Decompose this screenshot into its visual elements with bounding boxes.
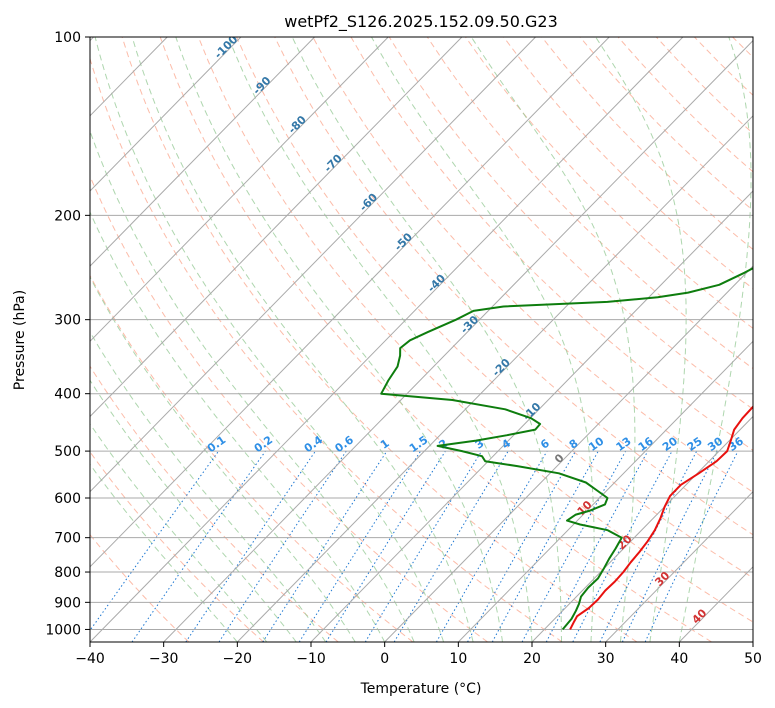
isotherm-line [90, 37, 610, 568]
sounding-profiles [380, 267, 753, 631]
dry-adiabat [350, 37, 753, 451]
y-tick-label: 100 [54, 30, 81, 46]
mixing-ratio-line [90, 450, 220, 632]
moist-adiabat [90, 330, 327, 642]
y-tick-label: 600 [54, 491, 81, 507]
moist-adiabat [470, 37, 636, 642]
isobars [90, 37, 753, 630]
dewpoint-profile [380, 267, 753, 631]
moist-adiabat [94, 37, 445, 642]
mixing-ratio-line [599, 450, 698, 642]
isotherm-line [90, 37, 389, 343]
mixing-ratio-line [521, 450, 627, 642]
mixing-ratio-line [131, 450, 266, 642]
x-tick-label: 50 [744, 651, 762, 667]
y-tick-label: 700 [54, 531, 81, 547]
y-tick-label: 900 [54, 595, 81, 611]
y-axis: 100 200 300 400 500 600 700 800 900 1000 [45, 30, 90, 638]
x-tick-label: 0 [380, 651, 389, 667]
x-tick-label: −20 [223, 651, 253, 667]
temperature-profile [569, 405, 753, 630]
mixing-ratio-line [545, 450, 649, 642]
x-tick-label: −30 [149, 651, 179, 667]
y-tick-label: 800 [54, 565, 81, 581]
dry-adiabat [90, 365, 339, 642]
dry-adiabat [90, 56, 563, 642]
moist-adiabat [90, 423, 268, 642]
y-tick-label: 500 [54, 444, 81, 460]
chart-title: wetPf2_S126.2025.152.09.50.G23 [284, 12, 558, 32]
dry-adiabat [90, 451, 264, 642]
moist-adiabat [90, 379, 297, 642]
x-tick-label: −40 [75, 651, 105, 667]
y-tick-label: 400 [54, 387, 81, 403]
mixing-ratio-line [364, 450, 483, 642]
moist-adiabat [227, 37, 533, 642]
moist-adiabat [131, 37, 474, 642]
isotherm-line [605, 490, 753, 642]
isotherm-line [384, 265, 753, 642]
y-axis-label: Pressure (hPa) [12, 290, 28, 390]
x-axis: −40 −30 −20 −10 0 10 20 30 40 50 [75, 642, 762, 667]
moist-adiabat [90, 276, 356, 642]
isotherm-line [531, 415, 753, 642]
isotherm-line [90, 37, 536, 493]
dry-adiabat [197, 37, 753, 623]
dry-adiabat [90, 175, 488, 642]
mixing-ratio-line [467, 450, 577, 642]
y-tick-label: 300 [54, 313, 81, 329]
dry-adiabat [426, 37, 753, 370]
dry-adiabat [121, 37, 638, 642]
moist-adiabat [90, 463, 238, 642]
isotherm-line [236, 115, 753, 642]
dry-adiabat [236, 37, 753, 579]
x-tick-label: 30 [597, 651, 615, 667]
x-tick-label: −10 [296, 651, 326, 667]
mixing-ratio-line [218, 450, 347, 642]
moist-adiabat [595, 37, 687, 642]
isotherm-line [457, 340, 753, 642]
x-tick-label: 40 [670, 651, 688, 667]
plot-area: -100-90-80-70-60-50-40-30-20-10010203040… [90, 37, 753, 642]
x-tick-label: 20 [523, 651, 541, 667]
dry-adiabat [159, 37, 712, 642]
y-tick-label: 200 [54, 208, 81, 224]
moist-adiabat [90, 210, 386, 642]
mixing-ratio-line [621, 450, 718, 642]
x-tick-label: 10 [449, 651, 467, 667]
mixing-ratio-line [298, 450, 422, 642]
isotherm-line [310, 190, 753, 642]
isotherm-line [90, 37, 463, 418]
y-tick-label: 1000 [45, 622, 81, 638]
moist-adiabat [291, 37, 562, 642]
plot-frame [89, 36, 754, 643]
dry-adiabat [312, 37, 753, 493]
moist-adiabat [175, 37, 503, 642]
moist-adiabat [678, 37, 752, 642]
isotherm-line [90, 37, 242, 192]
mixing-ratio-line [262, 450, 388, 642]
isotherms [90, 37, 753, 642]
isotherm-line [90, 37, 315, 267]
isotherm-line [90, 37, 684, 642]
x-axis-label: Temperature (°C) [360, 681, 482, 697]
dry-adiabat [388, 37, 753, 410]
mixing-ratio-line [185, 450, 316, 642]
isotherm-line [163, 39, 753, 642]
